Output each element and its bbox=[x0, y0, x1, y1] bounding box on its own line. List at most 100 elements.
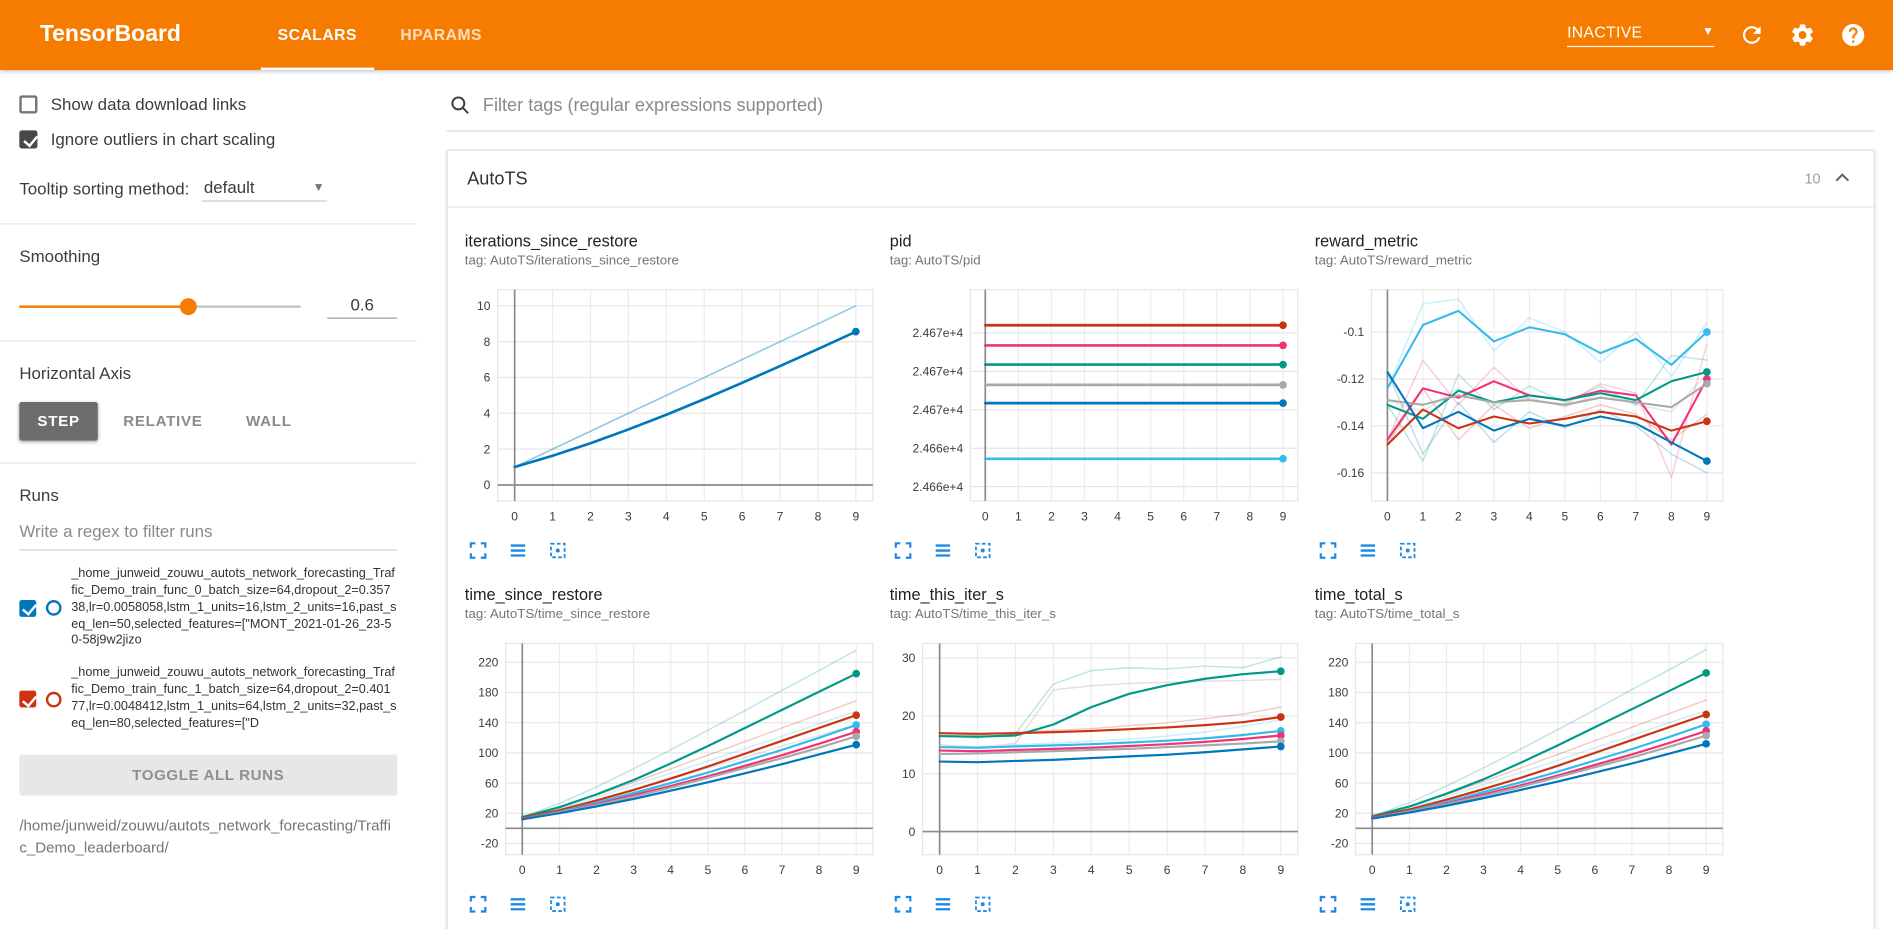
chart-plot[interactable]: 2.466e+4 2.466e+4 2.467e+4 2.467e+4 2.467e+4… bbox=[890, 280, 1310, 530]
svg-text:2.466e+4: 2.466e+4 bbox=[913, 480, 964, 494]
header-toolbar: INACTIVE ▼ bbox=[1567, 22, 1893, 49]
svg-text:0: 0 bbox=[1384, 509, 1391, 523]
tooltip-sorting-value: default bbox=[203, 177, 255, 197]
show-download-links-label: Show data download links bbox=[50, 94, 247, 114]
tooltip-sorting-select[interactable]: default ▼ bbox=[201, 175, 328, 202]
status-dropdown[interactable]: INACTIVE ▼ bbox=[1567, 23, 1715, 48]
svg-text:-0.14: -0.14 bbox=[1337, 419, 1365, 433]
toggle-all-runs-button[interactable]: TOGGLE ALL RUNS bbox=[19, 754, 398, 796]
fit-domain-icon[interactable] bbox=[972, 540, 994, 562]
horizontal-axis-label: Horizontal Axis bbox=[19, 363, 132, 383]
expand-chart-icon[interactable] bbox=[467, 540, 489, 562]
main-panel: AutoTS 10 iterations_since_restore tag: … bbox=[417, 70, 1893, 929]
chart-plot[interactable]: 0 10 20 30 0 1 2 3 4 5 6 7 8 9 bbox=[890, 634, 1310, 884]
svg-text:9: 9 bbox=[1280, 509, 1287, 523]
axis-relative-button[interactable]: RELATIVE bbox=[123, 412, 203, 430]
smoothing-value[interactable]: 0.6 bbox=[327, 295, 398, 319]
expand-chart-icon[interactable] bbox=[467, 893, 489, 915]
tooltip-sorting-label: Tooltip sorting method: bbox=[19, 178, 190, 198]
svg-text:1: 1 bbox=[974, 863, 981, 877]
svg-text:20: 20 bbox=[902, 709, 916, 723]
app-title: TensorBoard bbox=[39, 21, 181, 48]
view-data-icon[interactable] bbox=[932, 893, 954, 915]
run-checkbox[interactable] bbox=[19, 690, 37, 708]
run-radio[interactable] bbox=[45, 691, 62, 707]
tab-hparams[interactable]: HPARAMS bbox=[400, 24, 482, 43]
svg-text:6: 6 bbox=[742, 863, 749, 877]
ignore-outliers-checkbox[interactable] bbox=[19, 129, 38, 148]
chart-tag: tag: AutoTS/time_this_iter_s bbox=[889, 607, 1056, 622]
expand-chart-icon[interactable] bbox=[1317, 540, 1339, 562]
svg-text:4: 4 bbox=[667, 863, 674, 877]
expand-chart-icon[interactable] bbox=[1317, 893, 1339, 915]
svg-text:9: 9 bbox=[1703, 863, 1710, 877]
chart-card: iterations_since_restore tag: AutoTS/ite… bbox=[465, 232, 890, 571]
chart-plot[interactable]: -20 20 60 100 140 180 220 0 1 2 3 4 5 6 7 8 9 bbox=[1315, 634, 1735, 884]
help-icon[interactable] bbox=[1840, 22, 1867, 49]
chart-plot[interactable]: -20 20 60 100 140 180 220 0 1 2 3 4 5 6 7 8 9 bbox=[465, 634, 885, 884]
refresh-icon[interactable] bbox=[1739, 22, 1766, 49]
svg-text:2: 2 bbox=[593, 863, 600, 877]
axis-step-button[interactable]: STEP bbox=[19, 402, 98, 441]
run-checkbox[interactable] bbox=[19, 599, 37, 617]
svg-text:6: 6 bbox=[739, 509, 746, 523]
tag-filter-input[interactable] bbox=[482, 94, 1872, 116]
run-name: _home_junweid_zouwu_autots_network_forec… bbox=[71, 665, 397, 731]
svg-text:10: 10 bbox=[902, 767, 916, 781]
svg-text:3: 3 bbox=[1491, 509, 1498, 523]
run-radio[interactable] bbox=[45, 600, 62, 616]
fit-domain-icon[interactable] bbox=[972, 893, 994, 915]
chevron-up-icon[interactable] bbox=[1830, 167, 1854, 191]
show-download-links-checkbox[interactable] bbox=[19, 94, 38, 113]
svg-text:2: 2 bbox=[1443, 863, 1450, 877]
section-header[interactable]: AutoTS 10 bbox=[447, 151, 1874, 208]
svg-text:5: 5 bbox=[1562, 509, 1569, 523]
svg-text:1: 1 bbox=[1015, 509, 1022, 523]
view-data-icon[interactable] bbox=[932, 540, 954, 562]
view-data-icon[interactable] bbox=[507, 893, 529, 915]
svg-text:100: 100 bbox=[1328, 746, 1348, 760]
svg-text:8: 8 bbox=[484, 335, 491, 349]
show-download-links-option[interactable]: Show data download links bbox=[19, 94, 397, 113]
chart-actions bbox=[1317, 893, 1740, 915]
runs-filter-input[interactable] bbox=[19, 511, 398, 551]
chart-actions bbox=[467, 540, 890, 562]
svg-text:9: 9 bbox=[1277, 863, 1284, 877]
chart-card: pid tag: AutoTS/pid 2.466e+4 2.466e+4 2.46… bbox=[890, 232, 1315, 571]
svg-text:10: 10 bbox=[477, 299, 491, 313]
run-name: _home_junweid_zouwu_autots_network_forec… bbox=[71, 566, 397, 648]
svg-text:4: 4 bbox=[1114, 509, 1121, 523]
smoothing-slider[interactable] bbox=[19, 298, 301, 316]
settings-gear-icon[interactable] bbox=[1789, 22, 1816, 49]
fit-domain-icon[interactable] bbox=[1397, 540, 1419, 562]
view-data-icon[interactable] bbox=[1357, 893, 1379, 915]
expand-chart-icon[interactable] bbox=[892, 893, 914, 915]
svg-text:7: 7 bbox=[779, 863, 786, 877]
section-count: 10 bbox=[1804, 170, 1821, 188]
svg-text:3: 3 bbox=[630, 863, 637, 877]
svg-text:8: 8 bbox=[1666, 863, 1673, 877]
svg-text:60: 60 bbox=[1335, 776, 1349, 790]
run-item: _home_junweid_zouwu_autots_network_forec… bbox=[0, 666, 417, 733]
fit-domain-icon[interactable] bbox=[547, 540, 569, 562]
fit-domain-icon[interactable] bbox=[1397, 893, 1419, 915]
run-item: _home_junweid_zouwu_autots_network_forec… bbox=[0, 566, 417, 650]
svg-text:180: 180 bbox=[1328, 686, 1348, 700]
svg-text:2: 2 bbox=[587, 509, 594, 523]
view-data-icon[interactable] bbox=[1357, 540, 1379, 562]
chart-actions bbox=[892, 893, 1315, 915]
chart-tag: tag: AutoTS/reward_metric bbox=[1314, 253, 1472, 269]
ignore-outliers-option[interactable]: Ignore outliers in chart scaling bbox=[19, 129, 397, 148]
axis-wall-button[interactable]: WALL bbox=[245, 412, 292, 430]
chart-plot[interactable]: -0.16 -0.14 -0.12 -0.1 0 1 2 3 4 5 6 7 8 9 bbox=[1315, 280, 1735, 530]
chart-title: pid bbox=[889, 231, 912, 250]
expand-chart-icon[interactable] bbox=[892, 540, 914, 562]
svg-text:6: 6 bbox=[1591, 863, 1598, 877]
slider-knob[interactable] bbox=[179, 298, 197, 316]
chart-plot[interactable]: 0 2 4 6 8 10 0 1 2 3 4 5 6 7 8 9 bbox=[465, 280, 885, 530]
view-data-icon[interactable] bbox=[507, 540, 529, 562]
svg-text:6: 6 bbox=[484, 371, 491, 385]
fit-domain-icon[interactable] bbox=[547, 893, 569, 915]
svg-text:7: 7 bbox=[777, 509, 784, 523]
tab-scalars[interactable]: SCALARS bbox=[260, 0, 374, 71]
